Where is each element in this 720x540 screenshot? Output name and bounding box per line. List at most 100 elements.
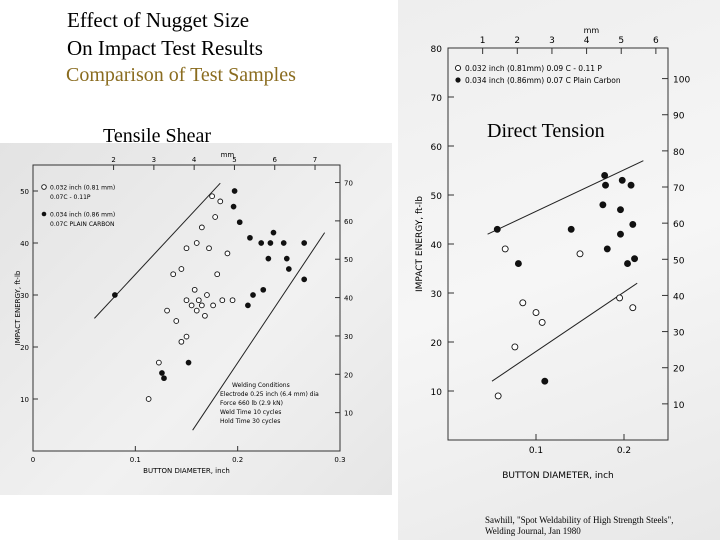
top-axis-label: mm bbox=[221, 151, 235, 159]
top-tick-label: 2 bbox=[514, 36, 520, 46]
data-point-open bbox=[616, 294, 624, 302]
tensile-shear-chart: 0 0.1 0.2 0.3 BUTTON DIAMETER, inch 10 20 30 40 5… bbox=[14, 151, 353, 475]
data-point-open bbox=[183, 333, 190, 340]
data-point-filled bbox=[602, 181, 609, 189]
slide-title-line2: On Impact Test Results bbox=[67, 36, 263, 60]
welding-conditions-text: Welding Conditions bbox=[232, 382, 290, 389]
right-tick-label: 70 bbox=[344, 180, 353, 188]
data-point-open bbox=[217, 198, 224, 205]
x-tick-label: 0.2 bbox=[232, 456, 243, 464]
right-tick-label: 50 bbox=[344, 256, 353, 264]
right-tick-label: 50 bbox=[673, 256, 685, 266]
legend-marker-open bbox=[41, 184, 47, 190]
data-point-filled bbox=[603, 245, 611, 253]
top-tick-label: 3 bbox=[152, 156, 156, 164]
data-point-filled bbox=[231, 188, 238, 194]
x-tick-label: 0.3 bbox=[334, 456, 345, 464]
data-point-filled bbox=[301, 240, 308, 246]
y-tick-label: 10 bbox=[431, 388, 443, 398]
data-point-filled bbox=[629, 220, 637, 228]
data-point-filled bbox=[618, 176, 626, 184]
data-point-filled bbox=[601, 171, 609, 179]
x-tick-label: 0.1 bbox=[130, 456, 141, 464]
data-point-open bbox=[519, 299, 527, 307]
data-point-open bbox=[224, 250, 231, 257]
data-point-filled bbox=[627, 181, 635, 189]
right-tick-label: 10 bbox=[344, 410, 353, 418]
data-point-open bbox=[199, 224, 205, 231]
direct-tension-chart: 0.1 0.2 BUTTON DIAMETER, inch 10 20 30 40 50 60 7… bbox=[415, 26, 690, 481]
y-tick-label: 30 bbox=[431, 290, 443, 300]
x-axis-label: BUTTON DIAMETER, inch bbox=[502, 471, 614, 481]
plot-frame bbox=[447, 47, 669, 441]
legend-label: 0.034 inch (0.86mm) 0.07 C Plain Carbon bbox=[465, 76, 621, 85]
legend-label: 0.07C - 0.11P bbox=[50, 194, 91, 201]
data-point-filled bbox=[280, 240, 287, 246]
data-point-open bbox=[494, 392, 502, 400]
right-tick-label: 90 bbox=[673, 112, 685, 122]
y-tick-label: 50 bbox=[20, 188, 29, 196]
data-point-filled bbox=[245, 302, 251, 309]
legend-marker-filled bbox=[455, 77, 461, 83]
legend-label: 0.034 inch (0.86 mm) bbox=[50, 212, 115, 219]
data-point-open bbox=[209, 193, 215, 200]
tensile-shear-label: Tensile Shear bbox=[103, 125, 212, 147]
data-point-filled bbox=[185, 359, 192, 366]
right-tick-label: 20 bbox=[673, 365, 685, 375]
data-point-open bbox=[532, 309, 540, 317]
top-tick-label: 5 bbox=[232, 156, 236, 164]
citation-line1: Sawhill, "Spot Weldability of High Stren… bbox=[485, 515, 674, 525]
data-point-open bbox=[229, 297, 236, 304]
citation: Sawhill, "Spot Weldability of High Stren… bbox=[485, 515, 717, 537]
y-tick-label: 40 bbox=[431, 241, 443, 251]
data-point-open bbox=[210, 302, 216, 309]
data-point-open bbox=[178, 266, 185, 272]
data-point-filled bbox=[285, 266, 292, 272]
data-point-filled bbox=[112, 292, 118, 298]
data-point-open bbox=[193, 307, 200, 314]
data-point-filled bbox=[230, 203, 237, 210]
slide-subtitle: Comparison of Test Samples bbox=[66, 64, 296, 86]
right-tick-label: 80 bbox=[673, 148, 685, 158]
legend-label: 0.032 inch (0.81mm) 0.09 C - 0.11 P bbox=[465, 64, 602, 73]
y-tick-label: 40 bbox=[20, 240, 29, 248]
data-point-open bbox=[206, 245, 212, 252]
welding-conditions-text: Hold Time 30 cycles bbox=[220, 418, 280, 425]
y-tick-label: 20 bbox=[431, 339, 443, 349]
data-point-filled bbox=[631, 255, 639, 263]
data-point-filled bbox=[236, 219, 243, 226]
top-tick-label: 4 bbox=[584, 36, 590, 46]
data-point-open bbox=[204, 292, 210, 298]
y-tick-label: 10 bbox=[20, 396, 29, 404]
data-point-filled bbox=[541, 377, 549, 385]
data-point-filled bbox=[283, 255, 290, 262]
data-point-open bbox=[156, 359, 162, 366]
trend-line bbox=[192, 232, 326, 431]
data-point-open bbox=[199, 302, 205, 309]
data-point-filled bbox=[514, 260, 522, 268]
slide-title-line1: Effect of Nugget Size bbox=[67, 8, 250, 32]
data-point-filled bbox=[265, 255, 272, 262]
y-tick-label: 80 bbox=[431, 45, 443, 55]
data-point-filled bbox=[159, 370, 165, 376]
data-point-open bbox=[191, 286, 198, 293]
y-tick-label: 70 bbox=[431, 94, 443, 104]
data-point-filled bbox=[617, 230, 624, 238]
data-point-open bbox=[193, 240, 200, 246]
trend-line bbox=[491, 282, 638, 382]
welding-conditions-text: Weld Time 10 cycles bbox=[220, 409, 281, 416]
data-point-open bbox=[629, 304, 637, 312]
data-point-open bbox=[219, 297, 226, 304]
right-tick-label: 100 bbox=[673, 76, 690, 86]
data-point-open bbox=[173, 318, 180, 324]
welding-conditions-text: Force 660 lb (2.9 kN) bbox=[220, 400, 283, 407]
y-tick-label: 50 bbox=[431, 192, 443, 202]
right-tick-label: 30 bbox=[673, 329, 685, 339]
legend-marker-filled bbox=[41, 211, 47, 217]
y-tick-label: 30 bbox=[20, 292, 29, 300]
data-point-filled bbox=[258, 240, 265, 246]
top-axis-label: mm bbox=[584, 26, 600, 35]
data-point-filled bbox=[567, 225, 575, 233]
data-point-filled bbox=[270, 229, 277, 236]
trend-line bbox=[94, 182, 221, 319]
